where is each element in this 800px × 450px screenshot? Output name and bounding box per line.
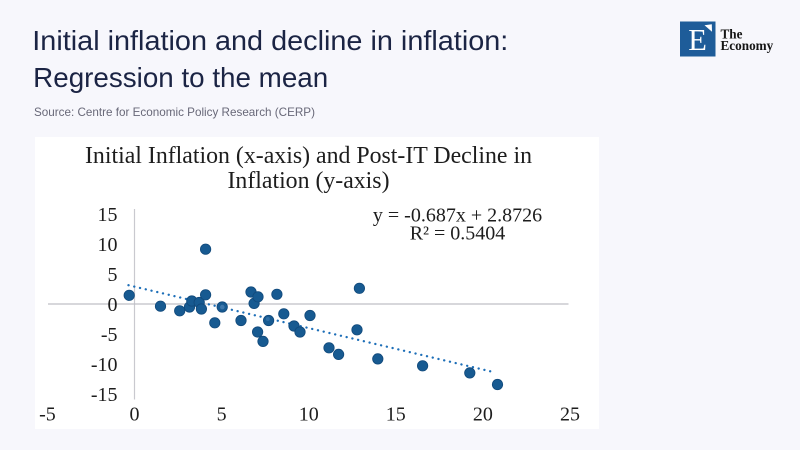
svg-text:-15: -15 xyxy=(91,384,118,406)
svg-text:Inflation (y-axis): Inflation (y-axis) xyxy=(228,168,390,194)
svg-text:10: 10 xyxy=(299,404,319,426)
svg-text:5: 5 xyxy=(108,264,118,286)
svg-text:25: 25 xyxy=(560,404,580,426)
svg-text:20: 20 xyxy=(473,404,493,426)
svg-text:-5: -5 xyxy=(39,404,56,426)
svg-text:15: 15 xyxy=(98,204,118,226)
svg-text:5: 5 xyxy=(217,404,227,426)
svg-text:Economy: Economy xyxy=(721,38,774,53)
svg-text:E: E xyxy=(688,23,707,57)
svg-text:R² = 0.5404: R² = 0.5404 xyxy=(410,223,506,245)
svg-text:10: 10 xyxy=(98,234,118,256)
svg-text:Source: Centre for Economic Po: Source: Centre for Economic Policy Resea… xyxy=(34,105,315,119)
svg-text:15: 15 xyxy=(386,404,406,426)
svg-text:Regression to the mean: Regression to the mean xyxy=(33,62,328,93)
svg-text:Initial Inflation (x-axis) and: Initial Inflation (x-axis) and Post-IT D… xyxy=(85,143,532,169)
svg-text:The: The xyxy=(721,26,743,41)
svg-text:Initial inflation and decline: Initial inflation and decline in inflati… xyxy=(32,25,508,56)
svg-text:-10: -10 xyxy=(91,354,118,376)
svg-text:-5: -5 xyxy=(101,324,118,346)
svg-text:0: 0 xyxy=(108,294,118,316)
svg-text:0: 0 xyxy=(130,404,140,426)
svg-text:y = -0.687x + 2.8726: y = -0.687x + 2.8726 xyxy=(373,205,542,227)
